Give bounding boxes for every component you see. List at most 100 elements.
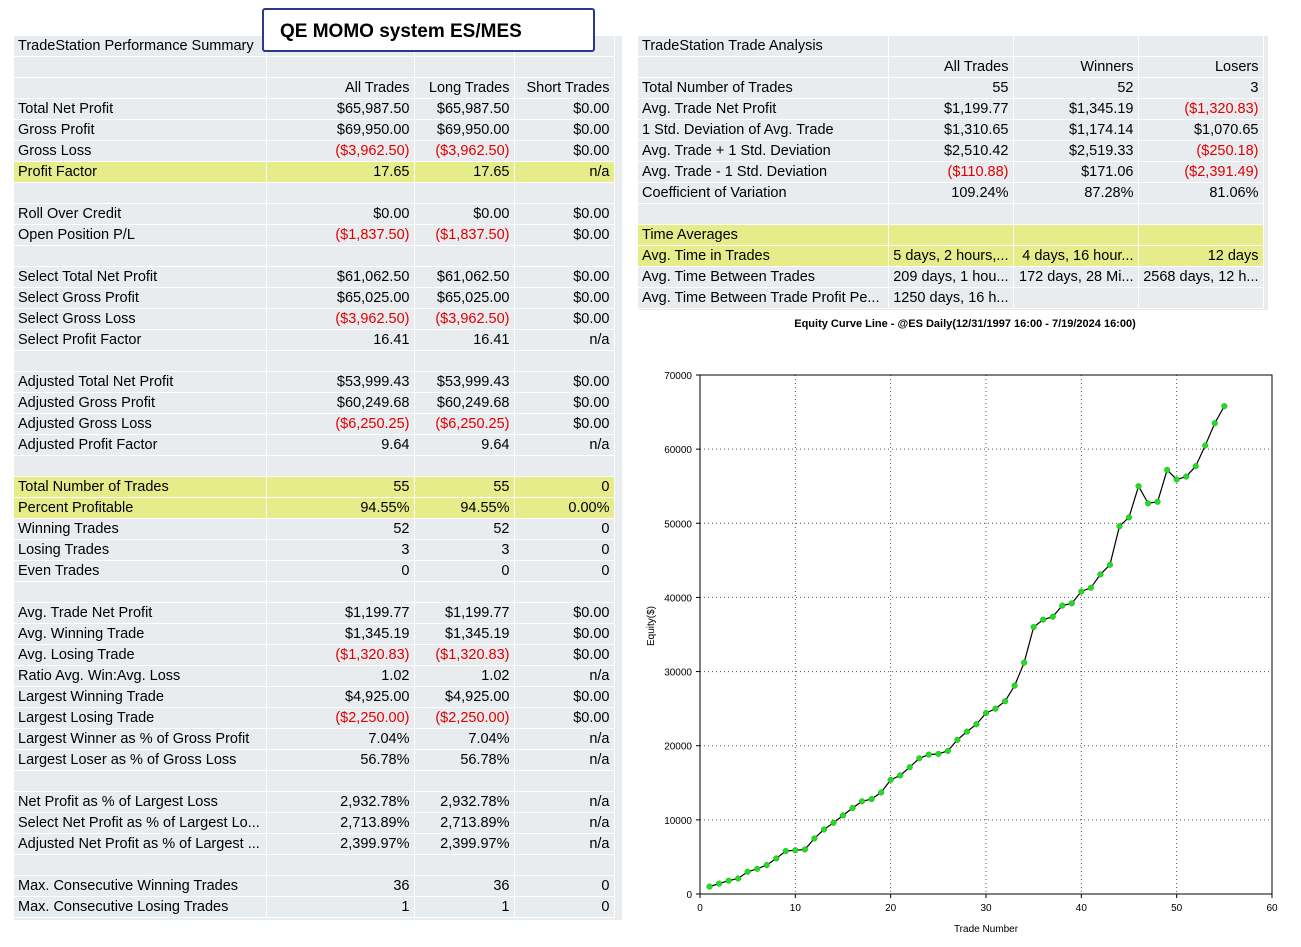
row-value: n/a bbox=[514, 161, 615, 183]
equity-point bbox=[1087, 584, 1094, 591]
row-value: 52 bbox=[414, 518, 515, 540]
row-value: 94.55% bbox=[266, 497, 415, 519]
y-tick-label: 40000 bbox=[664, 593, 692, 604]
row-value: $0.00 bbox=[514, 287, 615, 309]
performance-summary-panel: TradeStation Performance Summary All Trad… bbox=[14, 36, 622, 920]
equity-point bbox=[1192, 463, 1199, 470]
table-row: Adjusted Profit Factor 9.64 9.64 n/a bbox=[14, 434, 615, 456]
row-value: $0.00 bbox=[514, 686, 615, 708]
table-row: Winning Trades 52 52 0 bbox=[14, 518, 615, 540]
row-label: Select Profit Factor bbox=[14, 329, 267, 351]
equity-point bbox=[820, 826, 827, 833]
equity-point bbox=[782, 847, 789, 855]
row-value: n/a bbox=[514, 791, 615, 813]
row-value: $0.00 bbox=[514, 392, 615, 414]
row-value: $0.00 bbox=[514, 413, 615, 435]
table-row: Avg. Losing Trade ($1,320.83) ($1,320.83) $… bbox=[14, 644, 615, 666]
row-value: ($1,837.50) bbox=[266, 224, 415, 246]
equity-point bbox=[1068, 600, 1075, 607]
row-value: 7.04% bbox=[414, 728, 515, 750]
row-value: $61,062.50 bbox=[266, 266, 415, 288]
row-value: $65,025.00 bbox=[266, 287, 415, 309]
row-value: $65,025.00 bbox=[414, 287, 515, 309]
y-tick-label: 20000 bbox=[664, 742, 692, 753]
table-row: Avg. Time Between Trade Profit Pe... 1250… bbox=[638, 287, 1264, 309]
table-row: Avg. Time Between Trades 209 days, 1 hou.… bbox=[638, 266, 1264, 288]
row-label: Adjusted Net Profit as % of Largest ... bbox=[14, 833, 267, 855]
overlay-title: QE MOMO system ES/MES bbox=[262, 8, 595, 52]
row-value: 2,399.97% bbox=[266, 833, 415, 855]
row-value: 56.78% bbox=[266, 749, 415, 771]
row-value: 7.04% bbox=[266, 728, 415, 750]
row-value: 94.55% bbox=[414, 497, 515, 519]
equity-line bbox=[709, 405, 1225, 888]
table-row: Largest Winning Trade $4,925.00 $4,925.00 $… bbox=[14, 686, 615, 708]
column-header: Short Trades bbox=[514, 77, 615, 99]
row-label: Avg. Trade + 1 Std. Deviation bbox=[638, 140, 889, 162]
row-value bbox=[414, 455, 515, 477]
row-value: $60,249.68 bbox=[414, 392, 515, 414]
equity-point bbox=[1049, 613, 1056, 620]
equity-point bbox=[954, 736, 961, 743]
row-value: 1 bbox=[266, 896, 415, 918]
row-value: 55 bbox=[888, 77, 1014, 99]
x-tick-label: 20 bbox=[885, 903, 897, 914]
row-value: 17.65 bbox=[414, 161, 515, 183]
row-value: ($2,250.00) bbox=[266, 707, 415, 729]
row-value: 172 days, 28 Mi... bbox=[1013, 266, 1139, 288]
row-value: ($2,250.00) bbox=[414, 707, 515, 729]
row-value: ($2,391.49) bbox=[1138, 161, 1264, 183]
row-value: 0 bbox=[514, 896, 615, 918]
table-row bbox=[14, 581, 615, 603]
equity-point bbox=[1078, 588, 1085, 595]
row-value bbox=[414, 581, 515, 603]
row-value bbox=[514, 455, 615, 477]
row-label: Winning Trades bbox=[14, 518, 267, 540]
equity-point bbox=[868, 796, 875, 803]
table-row: Gross Loss ($3,962.50) ($3,962.50) $0.00 bbox=[14, 140, 615, 162]
equity-point bbox=[916, 755, 923, 762]
row-value: $0.00 bbox=[514, 203, 615, 225]
equity-point bbox=[1211, 420, 1218, 427]
row-value: $53,999.43 bbox=[414, 371, 515, 393]
row-value bbox=[414, 245, 515, 267]
row-label: Avg. Trade Net Profit bbox=[638, 98, 889, 120]
row-label: Avg. Time Between Trades bbox=[638, 266, 889, 288]
row-value: ($6,250.25) bbox=[266, 413, 415, 435]
equity-point bbox=[963, 728, 970, 735]
table-title: TradeStation Trade Analysis bbox=[638, 36, 889, 57]
equity-point bbox=[1030, 624, 1037, 631]
row-value: $0.00 bbox=[514, 224, 615, 246]
y-tick-label: 0 bbox=[686, 890, 692, 901]
column-header: Winners bbox=[1013, 56, 1139, 78]
row-value: n/a bbox=[514, 329, 615, 351]
equity-point bbox=[839, 812, 847, 819]
row-value bbox=[266, 770, 415, 792]
row-value: $1,199.77 bbox=[266, 602, 415, 624]
row-value: $0.00 bbox=[414, 203, 515, 225]
row-value: 3 bbox=[414, 539, 515, 561]
row-label bbox=[14, 455, 267, 477]
row-value bbox=[266, 581, 415, 603]
column-header: All Trades bbox=[266, 77, 415, 99]
y-tick-label: 60000 bbox=[664, 445, 692, 456]
equity-point bbox=[1011, 682, 1018, 689]
row-value: 2,713.89% bbox=[266, 812, 415, 834]
row-value bbox=[514, 350, 615, 372]
row-value: $0.00 bbox=[514, 98, 615, 120]
column-header-row: All Trades Winners Losers bbox=[638, 56, 1264, 78]
table-row: Even Trades 0 0 0 bbox=[14, 560, 615, 582]
table-row bbox=[14, 245, 615, 267]
equity-point bbox=[773, 855, 780, 862]
row-value: 17.65 bbox=[266, 161, 415, 183]
row-value: 9.64 bbox=[266, 434, 415, 456]
table-row: Select Gross Loss ($3,962.50) ($3,962.50) $… bbox=[14, 308, 615, 330]
row-value: 12 days bbox=[1138, 245, 1264, 267]
equity-point bbox=[1173, 476, 1180, 483]
equity-point bbox=[878, 789, 885, 796]
row-label: Avg. Time in Trades bbox=[638, 245, 889, 267]
row-label bbox=[14, 350, 267, 372]
row-value: n/a bbox=[514, 665, 615, 687]
table-row: Adjusted Total Net Profit $53,999.43 $53,9… bbox=[14, 371, 615, 393]
trade-analysis-table: TradeStation Trade Analysis All Trades Win… bbox=[638, 36, 1264, 309]
